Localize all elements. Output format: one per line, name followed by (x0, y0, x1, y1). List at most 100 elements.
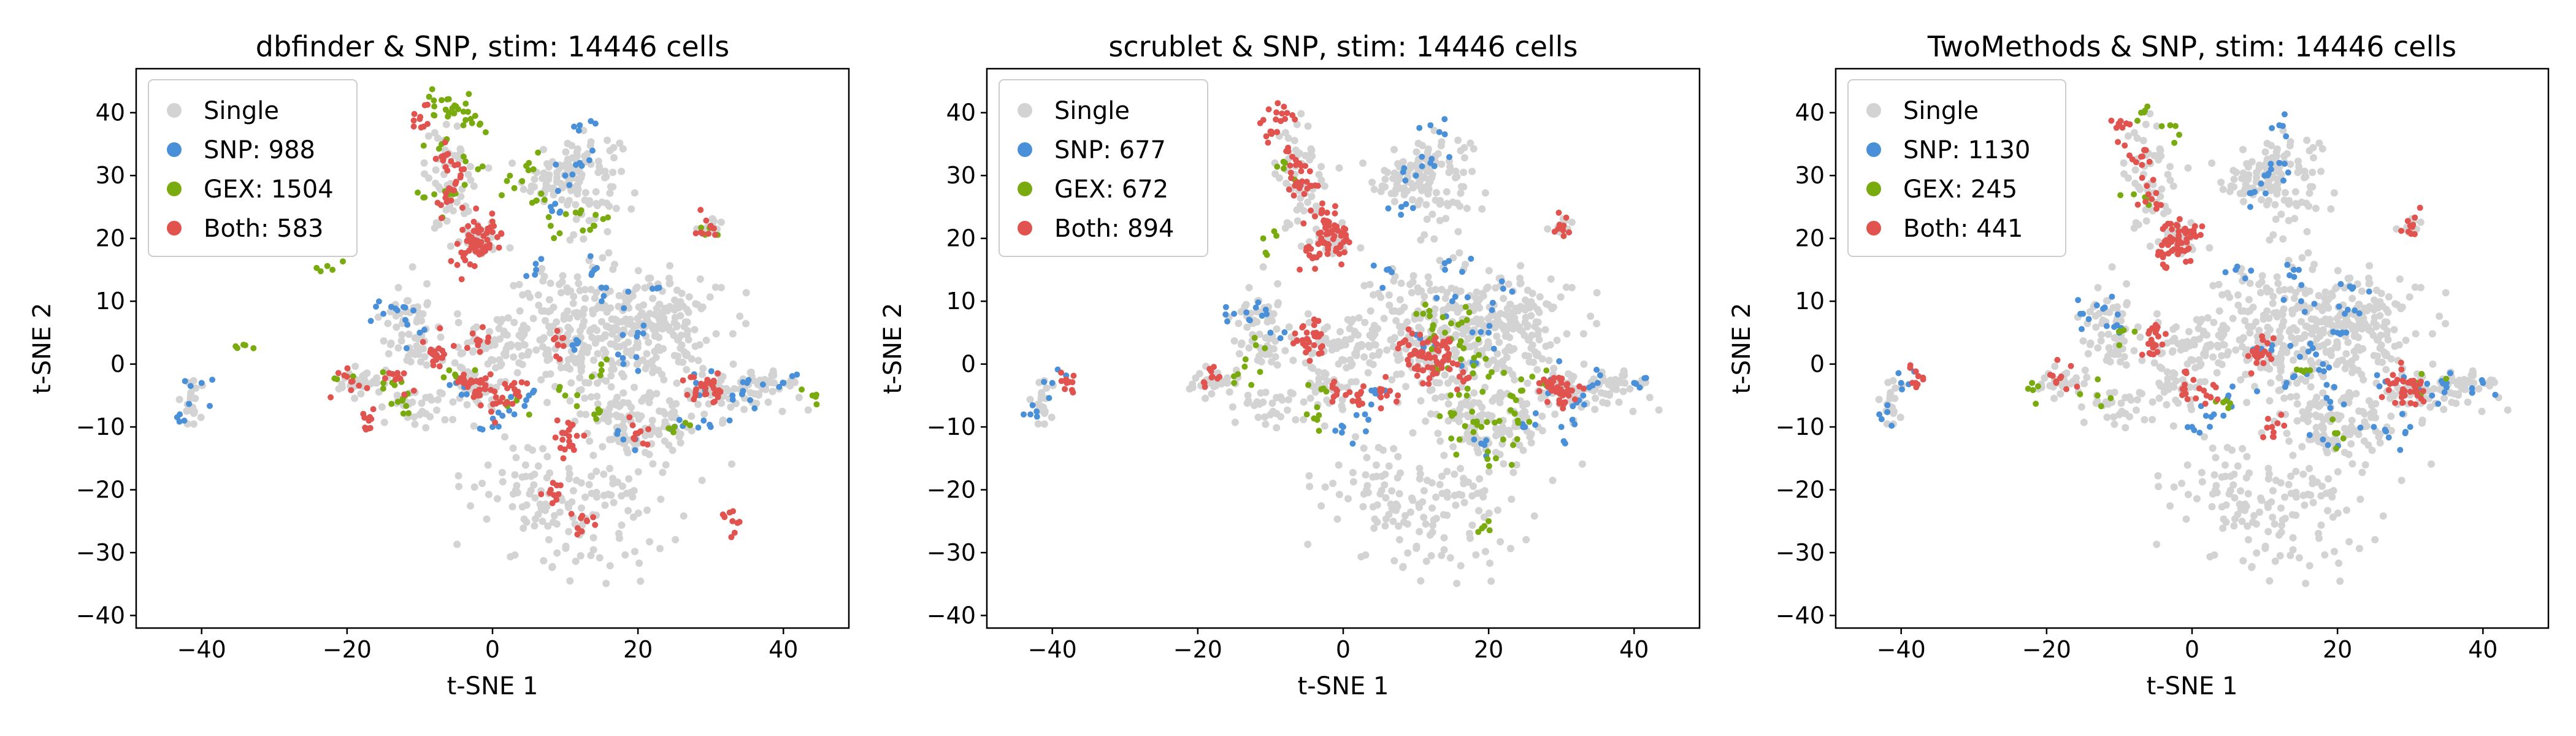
single-cell-point (2383, 331, 2391, 339)
chart-panel-2: −40 −20 0 20 40−40−30−20−10010203040scrublet… (879, 30, 1701, 700)
single-cell-point (688, 412, 696, 420)
single-cell-point (1244, 391, 1252, 399)
snp-point (2258, 180, 2264, 187)
gex-point (572, 209, 579, 216)
single-cell-point (1395, 490, 1403, 497)
single-cell-point (1339, 405, 1347, 413)
single-cell-point (1368, 178, 1376, 186)
snp-point (1449, 298, 1455, 305)
both-point (554, 417, 561, 424)
single-cell-point (514, 342, 522, 350)
single-cell-point (606, 190, 614, 197)
single-cell-point (1335, 360, 1343, 368)
single-cell-point (423, 301, 431, 309)
gex-point (1511, 410, 1518, 417)
single-cell-point (764, 398, 772, 406)
single-cell-point (599, 443, 607, 451)
single-cell-point (1485, 340, 1493, 348)
gex-point (1484, 419, 1490, 426)
single-cell-point (2226, 486, 2234, 494)
single-cell-point (631, 548, 638, 556)
single-cell-point (519, 340, 527, 348)
single-cell-point (373, 374, 380, 382)
single-cell-point (1544, 225, 1552, 233)
single-cell-point (1524, 286, 1531, 294)
single-cell-point (2267, 498, 2275, 506)
single-cell-point (1259, 263, 1267, 271)
single-cell-point (1413, 545, 1420, 552)
single-cell-point (1266, 345, 1274, 353)
single-cell-point (2302, 173, 2310, 180)
both-point (2169, 226, 2175, 232)
gex-point (435, 145, 442, 152)
single-cell-point (1557, 293, 1565, 301)
single-cell-point (577, 309, 585, 317)
both-point (1405, 326, 1412, 332)
gex-point (324, 263, 331, 269)
both-point (697, 207, 704, 213)
both-point (1278, 118, 1284, 125)
single-cell-point (1378, 486, 1386, 494)
single-cell-point (504, 314, 512, 322)
single-cell-point (2489, 377, 2497, 385)
single-cell-point (606, 562, 614, 570)
snp-point (1246, 316, 1252, 323)
single-cell-point (607, 372, 615, 380)
legend-label: GEX: 672 (1054, 175, 1168, 204)
single-cell-point (2429, 360, 2437, 368)
single-cell-point (2303, 136, 2311, 144)
single-cell-point (2188, 405, 2196, 413)
both-point (491, 388, 498, 395)
both-point (1329, 381, 1336, 388)
single-cell-point (411, 350, 419, 358)
single-cell-point (2272, 215, 2280, 223)
single-cell-point (2163, 368, 2171, 376)
both-point (493, 394, 499, 401)
single-cell-point (2366, 302, 2374, 310)
single-cell-point (1254, 413, 1262, 421)
single-cell-point (2321, 551, 2329, 559)
gex-point (605, 214, 611, 221)
y-tick-label: 20 (96, 225, 125, 252)
both-point (560, 455, 567, 462)
single-cell-point (1521, 351, 1529, 359)
single-cell-point (1887, 389, 1895, 397)
single-cell-point (2219, 321, 2227, 329)
single-cell-point (648, 416, 656, 424)
gex-point (1464, 385, 1471, 392)
both-point (483, 243, 489, 250)
both-point (458, 249, 465, 256)
single-cell-point (2066, 380, 2074, 388)
single-cell-point (550, 304, 558, 311)
single-cell-point (627, 347, 635, 355)
single-cell-point (516, 307, 524, 315)
both-point (552, 434, 559, 441)
single-cell-point (1472, 551, 1480, 559)
both-point (565, 433, 572, 440)
single-cell-point (1502, 330, 1510, 338)
single-cell-point (2299, 470, 2307, 478)
single-cell-point (1448, 375, 1456, 383)
single-cell-point (581, 294, 589, 302)
both-point (477, 386, 483, 393)
single-cell-point (2169, 325, 2177, 333)
both-point (1287, 162, 1294, 169)
single-cell-point (2269, 299, 2277, 307)
single-cell-point (393, 391, 401, 399)
single-cell-point (2321, 301, 2329, 309)
both-point (1557, 375, 1563, 382)
single-cell-point (670, 351, 678, 359)
both-point (442, 139, 448, 146)
snp-point (1041, 378, 1048, 385)
single-cell-point (665, 274, 673, 282)
single-cell-point (578, 504, 585, 512)
single-cell-point (2293, 400, 2301, 408)
gex-point (598, 361, 605, 368)
both-point (1332, 203, 1338, 210)
single-cell-point (1534, 318, 1542, 326)
single-cell-point (2236, 500, 2244, 508)
single-cell-point (1463, 204, 1471, 212)
single-cell-point (2306, 562, 2313, 570)
single-cell-point (1422, 520, 1430, 528)
single-cell-point (543, 356, 551, 364)
